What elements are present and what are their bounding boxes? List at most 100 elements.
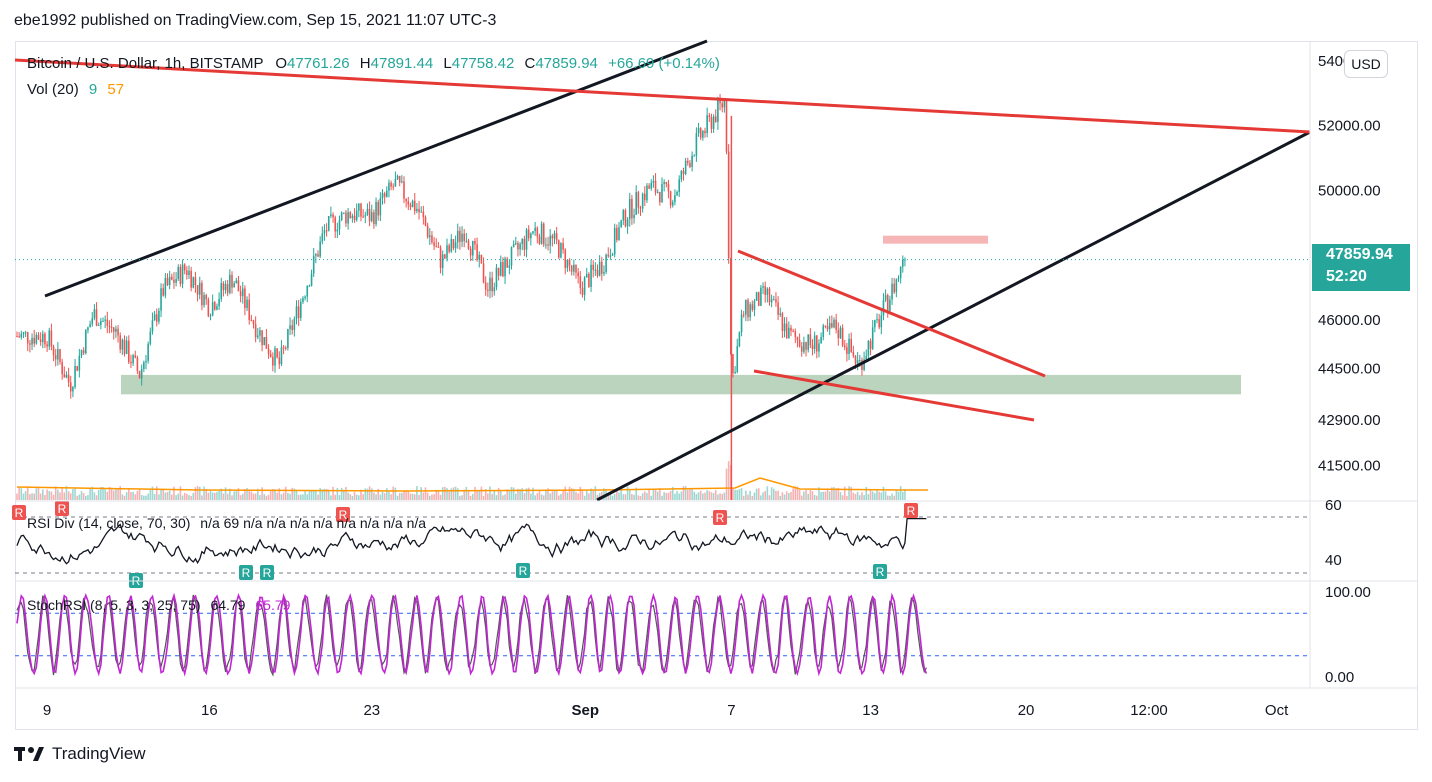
candle-body — [237, 280, 240, 292]
volume-bar — [201, 495, 203, 500]
volume-bar — [20, 488, 23, 500]
rsi-legend: RSI Div (14, close, 70, 30) n/a 69 n/a n… — [27, 515, 426, 531]
candle-body — [31, 337, 33, 345]
candle-body — [616, 227, 618, 241]
candle-body — [648, 185, 650, 189]
volume-bar — [828, 491, 831, 500]
candle-body — [697, 128, 700, 134]
candle-body — [381, 193, 384, 199]
volume-bar — [777, 490, 779, 500]
volume-bar — [820, 492, 822, 500]
volume-bar — [155, 486, 158, 500]
volume-bar — [899, 486, 902, 500]
candle-body — [790, 327, 792, 331]
volume-bar — [265, 495, 268, 500]
candle-body — [229, 274, 231, 293]
candle-body — [418, 208, 420, 213]
candle-body — [598, 261, 601, 276]
volume-bar — [577, 493, 579, 500]
volume-bar — [512, 487, 515, 500]
candle-body — [205, 294, 207, 300]
volume-bar — [800, 495, 803, 500]
volume-bar — [91, 486, 94, 500]
volume-bar — [562, 490, 564, 500]
volume-bar — [411, 493, 414, 500]
volume-bar — [710, 492, 713, 500]
candle-body — [272, 356, 274, 366]
candle-body — [186, 270, 188, 275]
candle-body — [472, 241, 474, 256]
candle-body — [706, 115, 708, 134]
candle-body — [370, 212, 373, 222]
volume-bar — [818, 487, 820, 500]
candle-body — [26, 332, 29, 344]
low-value: 47758.42 — [451, 55, 515, 72]
candle-body — [867, 340, 870, 356]
volume-bar — [403, 491, 405, 500]
volume-bar — [704, 492, 706, 500]
candle-body — [678, 179, 680, 192]
candle-body — [368, 208, 371, 222]
volume-bar — [775, 490, 777, 500]
candle-body — [166, 277, 169, 286]
volume-bar — [61, 488, 63, 500]
candle-body — [626, 219, 629, 227]
volume-bar — [362, 494, 364, 500]
candle-body — [502, 262, 504, 277]
volume-bar — [226, 493, 229, 500]
candle-body — [390, 182, 392, 187]
volume-bar — [871, 491, 874, 500]
volume-bar — [467, 490, 470, 500]
trendlines — [14, 39, 1311, 502]
volume-bar — [540, 494, 543, 500]
candle-body — [295, 306, 298, 319]
candle-body — [732, 354, 734, 374]
candle-body — [822, 325, 825, 338]
volume-bar — [667, 492, 670, 500]
candle-body — [570, 265, 573, 272]
volume-bar — [93, 492, 96, 500]
volume-bar — [768, 495, 771, 500]
time-axis-label: Sep — [571, 702, 599, 719]
candle-body — [549, 235, 551, 246]
currency-button[interactable]: USD — [1344, 50, 1388, 78]
candle-body — [351, 215, 354, 218]
volume-bar — [218, 490, 220, 500]
candle-body — [583, 277, 586, 295]
candle-body — [297, 306, 300, 318]
volume-bar — [697, 492, 700, 500]
volume-bar — [231, 495, 233, 500]
volume-bar — [74, 487, 76, 500]
candle-body — [641, 193, 644, 209]
zones — [121, 235, 1241, 395]
candle-body — [757, 292, 760, 306]
candle-body — [57, 349, 59, 360]
volume-bar — [164, 492, 167, 500]
volume-bar — [886, 495, 889, 500]
candle-body — [807, 334, 809, 350]
candle-body — [775, 299, 777, 303]
footer-brand: TradingView — [52, 744, 146, 763]
volume-bar — [37, 486, 40, 500]
volume-bar — [570, 488, 573, 500]
volume-bar — [450, 488, 453, 500]
volume-bar — [80, 491, 83, 500]
candle-body — [454, 242, 457, 249]
time-axis-label: Oct — [1265, 702, 1289, 719]
volume-bar — [854, 494, 857, 500]
chart-frame[interactable] — [15, 41, 1418, 730]
volume-bar — [833, 487, 835, 500]
volume-bar — [536, 493, 539, 500]
candle-body — [828, 323, 831, 330]
volume-bar — [24, 491, 27, 500]
candle-body — [392, 186, 395, 188]
candle-body — [280, 347, 283, 365]
candle-body — [422, 211, 425, 218]
stoch-axis-label: 100.00 — [1325, 584, 1371, 601]
volume-bar — [579, 486, 582, 500]
main-legend: Bitcoin / U.S. Dollar, 1h, BITSTAMP O477… — [27, 55, 720, 72]
divergence-marker-label: R — [519, 564, 528, 578]
candle-body — [545, 244, 547, 246]
candle-body — [603, 272, 605, 274]
